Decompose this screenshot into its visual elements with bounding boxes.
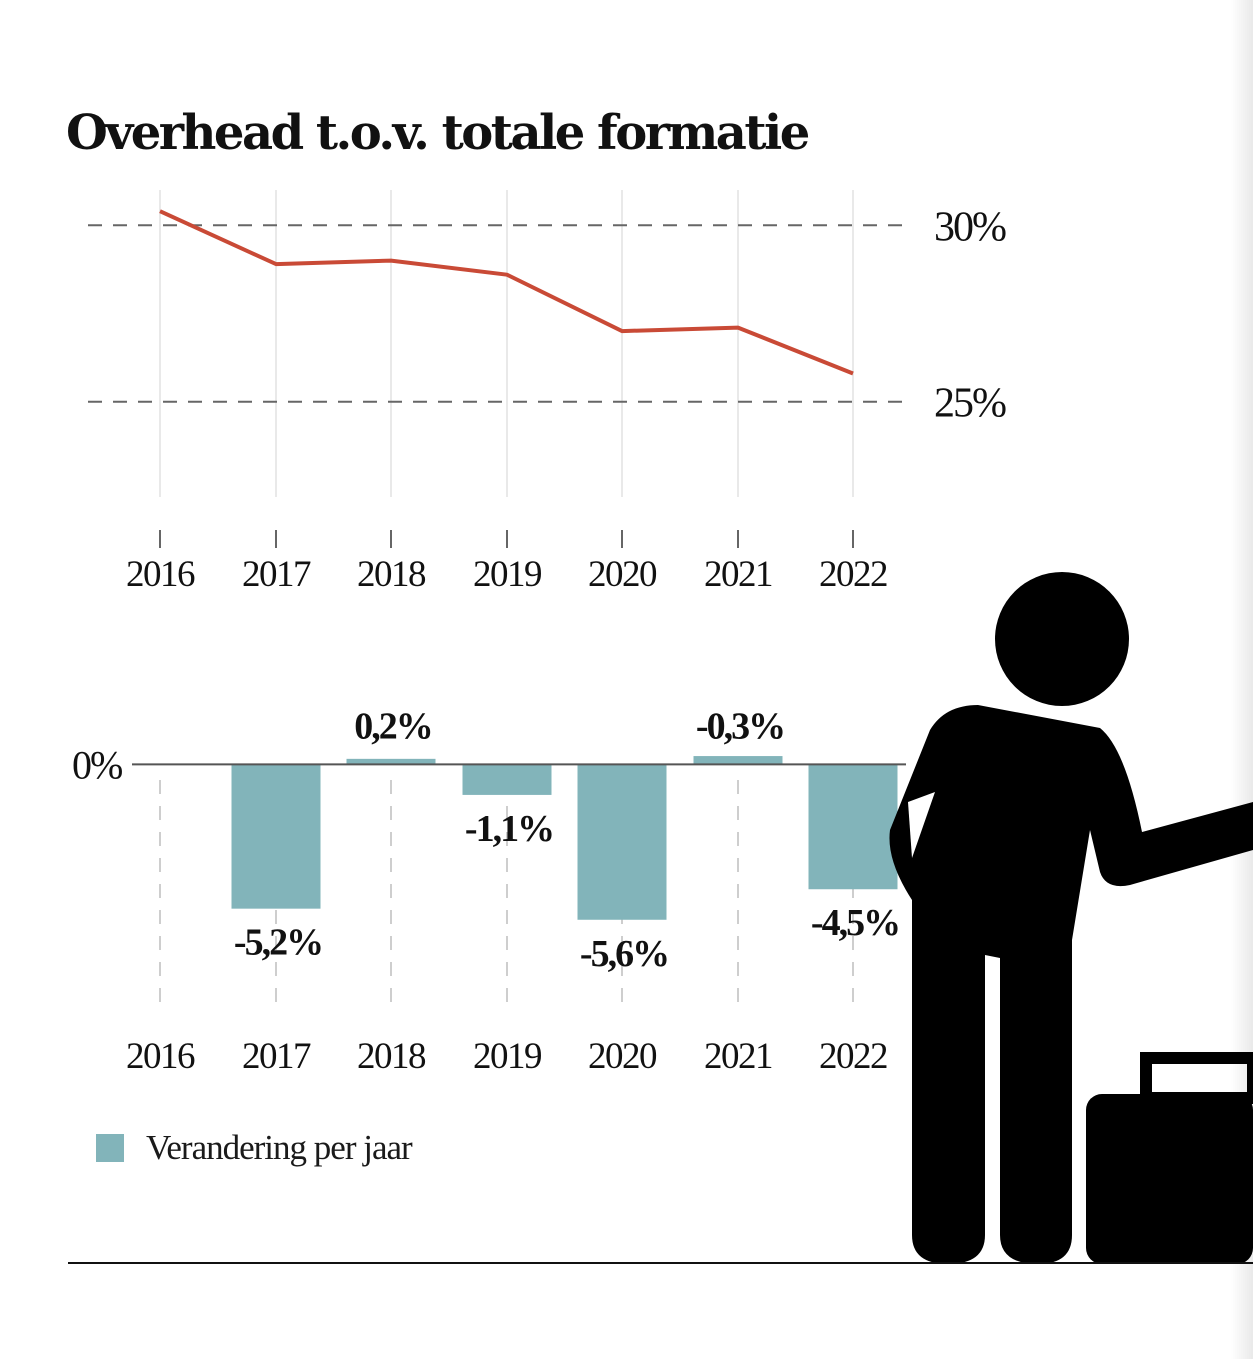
bar	[346, 758, 436, 765]
line-chart-x-tick-label: 2017	[242, 554, 311, 595]
chart-title: Overhead t.o.v. totale formatie	[66, 105, 810, 161]
briefcase-handle	[1140, 1052, 1253, 1104]
bar-data-label: -0,3%	[696, 705, 784, 747]
bar	[577, 764, 667, 920]
bar-chart-x-tick-label: 2020	[588, 1036, 657, 1077]
bar-data-label: -1,1%	[465, 808, 553, 850]
line-chart-y-tick-label: 25%	[934, 381, 1006, 427]
line-chart-x-tick-label: 2019	[473, 554, 541, 595]
line-chart-x-tick-label: 2020	[588, 554, 657, 595]
bar-chart-zero-label: 0%	[72, 742, 122, 787]
bar-chart-x-tick-label: 2017	[242, 1036, 311, 1077]
bar-data-label: -5,6%	[580, 933, 668, 975]
bar-data-label: -5,2%	[234, 922, 322, 964]
line-chart-x-tick-label: 2018	[357, 554, 426, 595]
bar-chart-x-tick-label: 2019	[473, 1036, 541, 1077]
line-chart-x-tick-label: 2016	[126, 554, 195, 595]
legend-label: Verandering per jaar	[146, 1128, 413, 1167]
silhouette-head	[995, 572, 1129, 706]
person-with-briefcase-silhouette-icon	[889, 572, 1253, 1264]
line-chart-x-tick-label: 2022	[819, 554, 887, 595]
teal-square-icon	[96, 1134, 124, 1162]
silhouette-arm-notch	[908, 792, 935, 858]
line-chart-x-tick-label: 2021	[704, 554, 772, 595]
bar-chart-x-tick-label: 2016	[126, 1036, 195, 1077]
bar	[693, 756, 783, 765]
bar-chart-x-tick-label: 2021	[704, 1036, 772, 1077]
page-edge-shadow	[1231, 0, 1253, 1359]
line-chart-y-tick-label: 30%	[934, 204, 1006, 250]
bar-data-label: -4,5%	[811, 902, 899, 944]
bar-chart-x-tick-label: 2022	[819, 1036, 887, 1077]
legend: Verandering per jaar	[96, 1128, 413, 1168]
bar-data-label: 0,2%	[354, 705, 432, 747]
line-chart-series-line	[159, 209, 854, 376]
bar	[231, 764, 321, 909]
briefcase-body	[1086, 1094, 1253, 1264]
bar	[462, 764, 552, 795]
bar-chart-x-tick-label: 2018	[357, 1036, 426, 1077]
silhouette-body	[889, 705, 1253, 1264]
bar	[808, 764, 898, 890]
